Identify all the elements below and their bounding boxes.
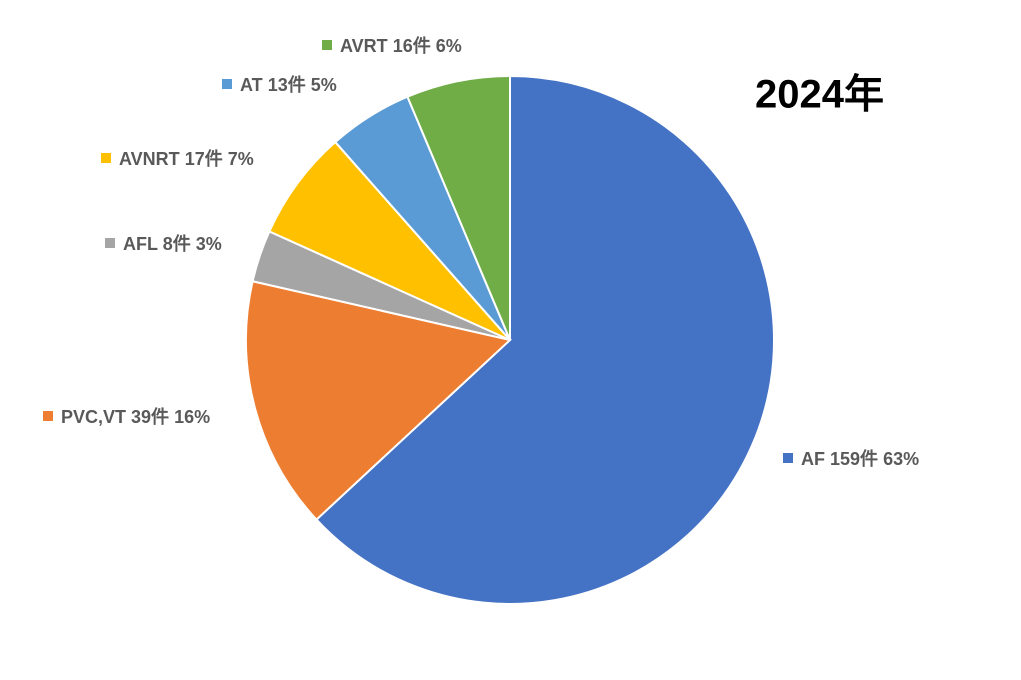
- label-percent: 16%: [174, 407, 210, 427]
- data-label: AVRT 16件 6%: [340, 35, 462, 56]
- label-percent: 6%: [436, 36, 462, 56]
- label-percent: 7%: [228, 149, 254, 169]
- data-label: PVC,VT 39件 16%: [61, 406, 210, 427]
- label-count: 8件: [163, 233, 191, 254]
- data-label: AT 13件 5%: [240, 74, 337, 95]
- label-percent: 63%: [883, 449, 919, 469]
- data-label: AFL 8件 3%: [123, 233, 222, 254]
- label-category: AF: [801, 449, 825, 469]
- pie-slice: [245, 280, 513, 521]
- label-category: PVC,VT: [61, 407, 126, 427]
- pie-slice: [315, 74, 775, 605]
- pie-slice: [268, 140, 511, 341]
- label-count: 159件: [830, 448, 878, 469]
- legend-swatch: [222, 79, 232, 89]
- legend-swatch: [43, 411, 53, 421]
- label-count: 17件: [185, 148, 223, 169]
- data-label: AF 159件 63%: [801, 448, 919, 469]
- label-percent: 3%: [196, 234, 222, 254]
- label-category: AT: [240, 75, 263, 95]
- label-percent: 5%: [311, 75, 337, 95]
- label-category: AFL: [123, 234, 158, 254]
- chart-title: 2024年: [755, 73, 884, 117]
- legend-swatch: [783, 453, 793, 463]
- label-category: AVRT: [340, 36, 388, 56]
- label-count: 16件: [393, 35, 431, 56]
- data-label: AVNRT 17件 7%: [119, 148, 254, 169]
- label-count: 39件: [131, 406, 169, 427]
- legend-swatch: [322, 40, 332, 50]
- label-category: AVNRT: [119, 149, 180, 169]
- label-count: 13件: [268, 74, 306, 95]
- pie-slice: [406, 74, 511, 341]
- legend-swatch: [101, 153, 111, 163]
- legend-swatch: [105, 238, 115, 248]
